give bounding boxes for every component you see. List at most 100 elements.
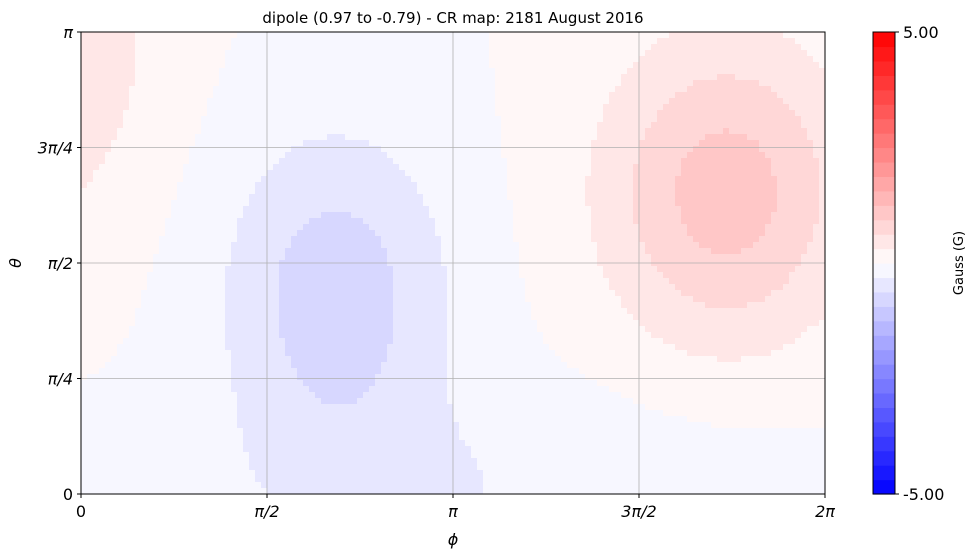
heatmap-cell xyxy=(117,56,124,63)
heatmap-cell xyxy=(789,218,796,225)
heatmap-cell xyxy=(123,248,130,255)
heatmap-cell xyxy=(129,200,136,207)
heatmap-cell xyxy=(801,92,808,99)
heatmap-cell xyxy=(477,254,484,261)
heatmap-cell xyxy=(603,170,610,177)
heatmap-cell xyxy=(327,128,334,135)
heatmap-cell xyxy=(255,194,262,201)
heatmap-cell xyxy=(723,44,730,51)
heatmap-cell xyxy=(465,92,472,99)
heatmap-cell xyxy=(327,74,334,81)
heatmap-cell xyxy=(129,254,136,261)
heatmap-cell xyxy=(171,188,178,195)
heatmap-cell xyxy=(255,152,262,159)
heatmap-cell xyxy=(663,236,670,243)
heatmap-cell xyxy=(597,242,604,249)
heatmap-cell xyxy=(669,182,676,189)
heatmap-cell xyxy=(537,56,544,63)
heatmap-cell xyxy=(231,242,238,249)
heatmap-cell xyxy=(381,266,388,273)
heatmap-cell xyxy=(477,122,484,129)
heatmap-cell xyxy=(381,182,388,189)
heatmap-cell xyxy=(117,230,124,237)
heatmap-cell xyxy=(483,68,490,75)
heatmap-cell xyxy=(273,188,280,195)
heatmap-cell xyxy=(453,68,460,75)
heatmap-cell xyxy=(627,68,634,75)
heatmap-cell xyxy=(321,230,328,237)
heatmap-cell xyxy=(393,170,400,177)
heatmap-cell xyxy=(123,80,130,87)
heatmap-cell xyxy=(267,110,274,117)
heatmap-cell xyxy=(753,182,760,189)
heatmap-cell xyxy=(603,266,610,273)
heatmap-cell xyxy=(441,140,448,147)
heatmap-cell xyxy=(321,56,328,63)
heatmap-cell xyxy=(543,92,550,99)
heatmap-cell xyxy=(297,62,304,69)
heatmap-cell xyxy=(573,134,580,141)
heatmap-cell xyxy=(759,152,766,159)
heatmap-cell xyxy=(393,62,400,69)
heatmap-cell xyxy=(171,56,178,63)
heatmap-cell xyxy=(153,68,160,75)
heatmap-cell xyxy=(189,152,196,159)
heatmap-cell xyxy=(459,194,466,201)
heatmap-cell xyxy=(351,224,358,231)
heatmap-cell xyxy=(93,158,100,165)
heatmap-cell xyxy=(603,98,610,105)
heatmap-cell xyxy=(501,38,508,45)
heatmap-cell xyxy=(345,128,352,135)
heatmap-cell xyxy=(225,248,232,255)
heatmap-cell xyxy=(777,134,784,141)
heatmap-cell xyxy=(621,182,628,189)
heatmap-cell xyxy=(231,218,238,225)
heatmap-cell xyxy=(213,128,220,135)
heatmap-cell xyxy=(177,188,184,195)
heatmap-cell xyxy=(399,80,406,87)
heatmap-cell xyxy=(681,116,688,123)
heatmap-cell xyxy=(663,68,670,75)
heatmap-cell xyxy=(747,254,754,261)
heatmap-cell xyxy=(717,134,724,141)
heatmap-cell xyxy=(441,176,448,183)
heatmap-cell xyxy=(255,92,262,99)
heatmap-cell xyxy=(777,122,784,129)
heatmap-cell xyxy=(579,98,586,105)
heatmap-cell xyxy=(117,74,124,81)
heatmap-cell xyxy=(141,134,148,141)
heatmap-cell xyxy=(639,182,646,189)
heatmap-cell xyxy=(411,62,418,69)
heatmap-cell xyxy=(183,152,190,159)
heatmap-cell xyxy=(477,62,484,69)
heatmap-cell xyxy=(639,254,646,261)
heatmap-cell xyxy=(735,32,742,39)
heatmap-cell xyxy=(549,32,556,39)
heatmap-cell xyxy=(387,134,394,141)
heatmap-cell xyxy=(87,188,94,195)
heatmap-cell xyxy=(441,62,448,69)
heatmap-cell xyxy=(315,170,322,177)
heatmap-cell xyxy=(117,62,124,69)
heatmap-cell xyxy=(117,272,124,279)
heatmap-cell xyxy=(807,98,814,105)
heatmap-cell xyxy=(381,122,388,129)
heatmap-cell xyxy=(303,122,310,129)
heatmap-cell xyxy=(111,158,118,165)
heatmap-cell xyxy=(771,98,778,105)
heatmap-cell xyxy=(315,80,322,87)
heatmap-cell xyxy=(591,68,598,75)
heatmap-cell xyxy=(567,110,574,117)
heatmap-cell xyxy=(777,164,784,171)
heatmap-cell xyxy=(303,206,310,213)
heatmap-cell xyxy=(759,164,766,171)
heatmap-cell xyxy=(651,266,658,273)
heatmap-cell xyxy=(501,182,508,189)
heatmap-cell xyxy=(93,86,100,93)
heatmap-cell xyxy=(381,50,388,57)
heatmap-cell xyxy=(819,176,825,183)
heatmap-cell xyxy=(471,110,478,117)
heatmap-cell xyxy=(147,266,154,273)
heatmap-cell xyxy=(105,50,112,57)
heatmap-cell xyxy=(639,170,646,177)
